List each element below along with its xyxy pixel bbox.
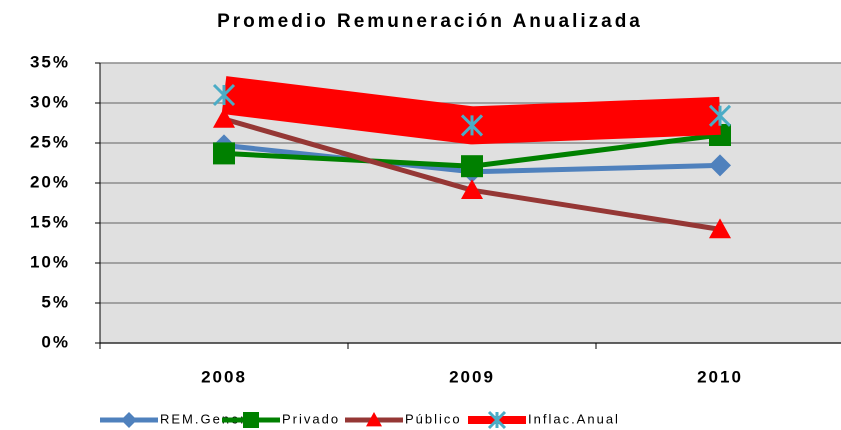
marker [460, 114, 484, 137]
x-tick-label: 2009 [449, 367, 495, 386]
marker [461, 179, 483, 199]
y-tick-label: 25% [30, 132, 70, 151]
marker [461, 155, 483, 178]
y-tick-label: 30% [30, 92, 70, 111]
marker [708, 104, 732, 127]
x-tick-label: 2010 [697, 367, 743, 386]
y-tick-label: 35% [30, 52, 70, 71]
x-tick-label: 2008 [201, 367, 247, 386]
legend-label: Inflac.Anual [528, 411, 620, 426]
y-tick-label: 15% [30, 212, 70, 231]
y-tick-label: 0% [41, 332, 70, 351]
y-tick-label: 10% [30, 252, 70, 271]
legend-label: REM.General [160, 411, 261, 426]
legend-label: Privado [282, 411, 340, 426]
legend-label: Público [405, 411, 462, 426]
marker [487, 410, 507, 430]
marker [213, 108, 235, 128]
marker [366, 412, 382, 427]
marker [213, 142, 235, 165]
marker [243, 412, 259, 428]
marker [709, 154, 731, 177]
y-tick-label: 20% [30, 172, 70, 191]
marker [212, 83, 236, 107]
y-tick-label: 5% [41, 292, 70, 311]
plot-area [100, 63, 841, 343]
chart-title: Promedio Remuneración Anualizada [217, 11, 643, 32]
marker [709, 218, 731, 239]
marker [121, 412, 137, 428]
